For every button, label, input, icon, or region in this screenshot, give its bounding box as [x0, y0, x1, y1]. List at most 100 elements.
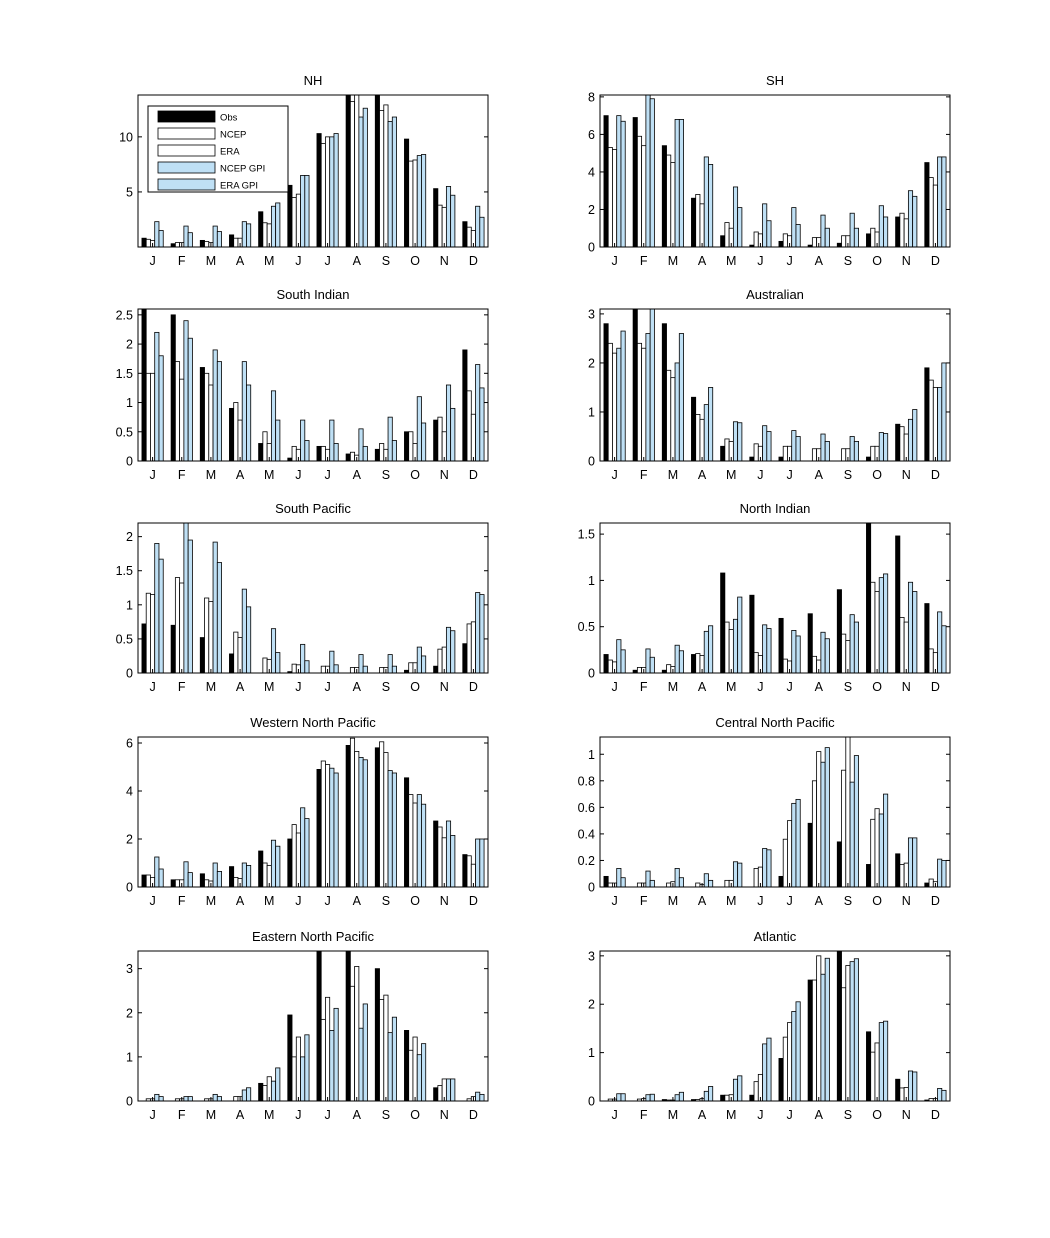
bar — [820, 214, 826, 248]
bar — [466, 390, 472, 462]
bar — [208, 601, 214, 674]
bar — [666, 664, 672, 674]
bar — [187, 337, 193, 462]
bar — [183, 522, 189, 674]
x-tick-label: A — [353, 254, 362, 268]
bar — [204, 879, 210, 888]
bar — [333, 772, 339, 888]
bar — [374, 448, 380, 462]
bar — [212, 349, 218, 462]
bar — [820, 973, 826, 1102]
y-tick-label: 5 — [126, 185, 133, 199]
x-tick-label: M — [264, 254, 274, 268]
bar — [762, 848, 768, 888]
bar — [141, 237, 147, 248]
bar — [408, 662, 414, 674]
bar — [287, 838, 293, 888]
bar — [241, 588, 247, 674]
bar — [724, 1094, 730, 1102]
bar — [691, 197, 697, 248]
bar — [762, 425, 768, 462]
bar — [258, 443, 264, 462]
bar — [607, 882, 613, 888]
x-tick-label: J — [757, 894, 763, 908]
x-tick-label: M — [264, 468, 274, 482]
bar — [824, 957, 830, 1102]
bar — [241, 221, 247, 248]
bar — [462, 854, 468, 888]
bar — [607, 342, 613, 462]
bar — [649, 879, 655, 888]
x-tick-label: M — [668, 894, 678, 908]
y-tick-label: 2 — [126, 1006, 133, 1020]
bar — [141, 308, 147, 462]
y-tick-label: 0 — [588, 241, 595, 255]
x-tick-label: M — [264, 680, 274, 694]
x-tick-label: O — [410, 894, 420, 908]
bar — [732, 186, 739, 248]
x-tick-label: A — [698, 254, 707, 268]
bar — [932, 184, 938, 248]
bar — [316, 769, 322, 888]
bar — [708, 879, 714, 888]
bar — [291, 445, 297, 462]
x-tick-label: D — [931, 254, 940, 268]
bar — [300, 1056, 306, 1102]
bar — [678, 333, 684, 462]
bar — [732, 861, 739, 888]
y-tick-label: 2 — [126, 833, 133, 847]
bar — [462, 221, 468, 248]
bar — [358, 116, 364, 248]
x-tick-label: J — [757, 1108, 763, 1122]
x-tick-label: A — [353, 894, 362, 908]
bar — [212, 541, 218, 674]
bar — [603, 875, 609, 888]
x-tick-label: M — [206, 468, 216, 482]
bar — [928, 177, 934, 248]
bar — [441, 431, 447, 462]
x-tick-label: M — [726, 1108, 736, 1122]
bar — [320, 665, 326, 674]
bar — [229, 407, 235, 462]
bar — [421, 803, 427, 888]
bar — [233, 1096, 239, 1102]
x-tick-label: A — [815, 680, 824, 694]
bar — [183, 861, 189, 888]
bar — [791, 802, 797, 888]
y-tick-label: 0 — [126, 667, 133, 681]
x-tick-label: M — [264, 1108, 274, 1122]
bar — [450, 630, 456, 674]
bar — [391, 116, 397, 248]
bar — [475, 205, 481, 248]
bar — [678, 650, 684, 674]
bar — [304, 660, 310, 674]
bar — [645, 94, 651, 248]
bar — [349, 737, 356, 888]
bar — [270, 205, 277, 248]
panel-title: Australian — [746, 287, 804, 302]
bar — [749, 456, 755, 462]
bar — [866, 1031, 872, 1102]
bar — [262, 862, 268, 888]
bar — [666, 154, 672, 248]
bar — [903, 218, 909, 248]
bar — [620, 330, 626, 462]
x-tick-label: J — [295, 254, 301, 268]
x-tick-label: D — [469, 894, 478, 908]
bar — [816, 751, 822, 888]
bar — [678, 119, 684, 248]
bar — [724, 879, 730, 888]
bar — [179, 378, 185, 462]
bar — [316, 133, 322, 248]
x-tick-label: S — [844, 894, 852, 908]
bar — [300, 175, 306, 248]
bar — [416, 155, 422, 248]
bar — [174, 242, 181, 248]
x-tick-label: J — [324, 254, 330, 268]
bar — [445, 384, 452, 462]
bar — [703, 1090, 709, 1102]
axes-box — [137, 950, 489, 1102]
bar — [874, 808, 880, 888]
y-tick-label: 1 — [588, 748, 595, 762]
x-tick-label: M — [726, 468, 736, 482]
